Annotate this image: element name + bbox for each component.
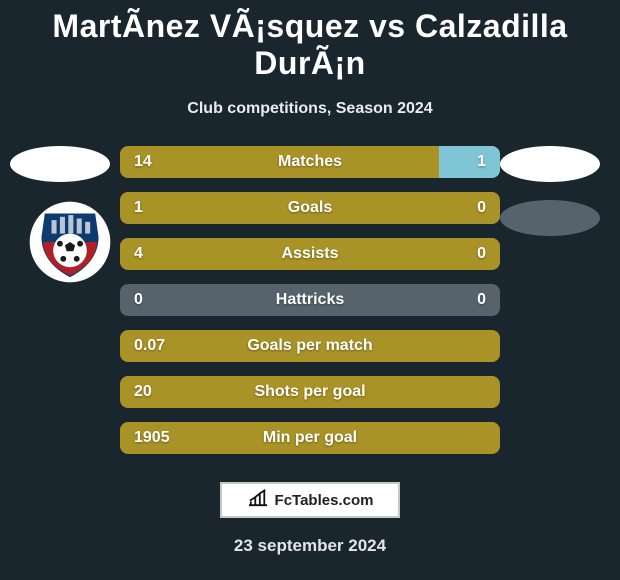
stat-bar: 1 Goals 0 xyxy=(120,192,500,224)
page-title: MartÃ­nez VÃ¡squez vs Calzadilla DurÃ¡n xyxy=(0,0,620,82)
stat-right-value: 0 xyxy=(477,245,486,263)
stat-left-value: 0.07 xyxy=(134,337,165,355)
stat-label: Assists xyxy=(282,245,339,263)
chart-icon xyxy=(247,489,269,511)
stat-bar: 20 Shots per goal xyxy=(120,376,500,408)
right-team-badge-placeholder-1 xyxy=(500,146,600,182)
stat-left-value: 0 xyxy=(134,291,143,309)
left-team-badge-placeholder xyxy=(10,146,110,182)
subtitle: Club competitions, Season 2024 xyxy=(0,100,620,118)
stat-right-value: 0 xyxy=(477,199,486,217)
stat-left-value: 14 xyxy=(134,153,152,171)
stat-bar: 4 Assists 0 xyxy=(120,238,500,270)
stat-label: Goals per match xyxy=(247,337,372,355)
stat-bar: 0.07 Goals per match xyxy=(120,330,500,362)
stat-left-value: 1905 xyxy=(134,429,170,447)
stat-right-value: 1 xyxy=(477,153,486,171)
stat-label: Min per goal xyxy=(263,429,357,447)
stat-label: Hattricks xyxy=(276,291,344,309)
stat-bar-right-fill xyxy=(439,146,500,178)
stat-bar: 0 Hattricks 0 xyxy=(120,284,500,316)
stat-left-value: 20 xyxy=(134,383,152,401)
right-team-badges xyxy=(500,146,600,254)
date: 23 september 2024 xyxy=(0,536,620,556)
stat-label: Matches xyxy=(278,153,342,171)
left-team-shield-icon xyxy=(28,200,112,284)
stat-label: Goals xyxy=(288,199,332,217)
right-team-badge-placeholder-2 xyxy=(500,200,600,236)
stat-bars: 14 Matches 1 1 Goals 0 4 Assists 0 0 Hattricks 0 0.0… xyxy=(120,146,500,454)
stat-right-value: 0 xyxy=(477,291,486,309)
left-team-badges xyxy=(10,146,112,284)
stat-left-value: 4 xyxy=(134,245,143,263)
attribution-badge: FcTables.com xyxy=(220,482,400,518)
comparison-block: 14 Matches 1 1 Goals 0 4 Assists 0 0 Hattricks 0 0.0… xyxy=(0,146,620,454)
stat-bar: 14 Matches 1 xyxy=(120,146,500,178)
stat-left-value: 1 xyxy=(134,199,143,217)
stat-label: Shots per goal xyxy=(254,383,365,401)
attribution-text: FcTables.com xyxy=(275,492,374,509)
stat-bar: 1905 Min per goal xyxy=(120,422,500,454)
